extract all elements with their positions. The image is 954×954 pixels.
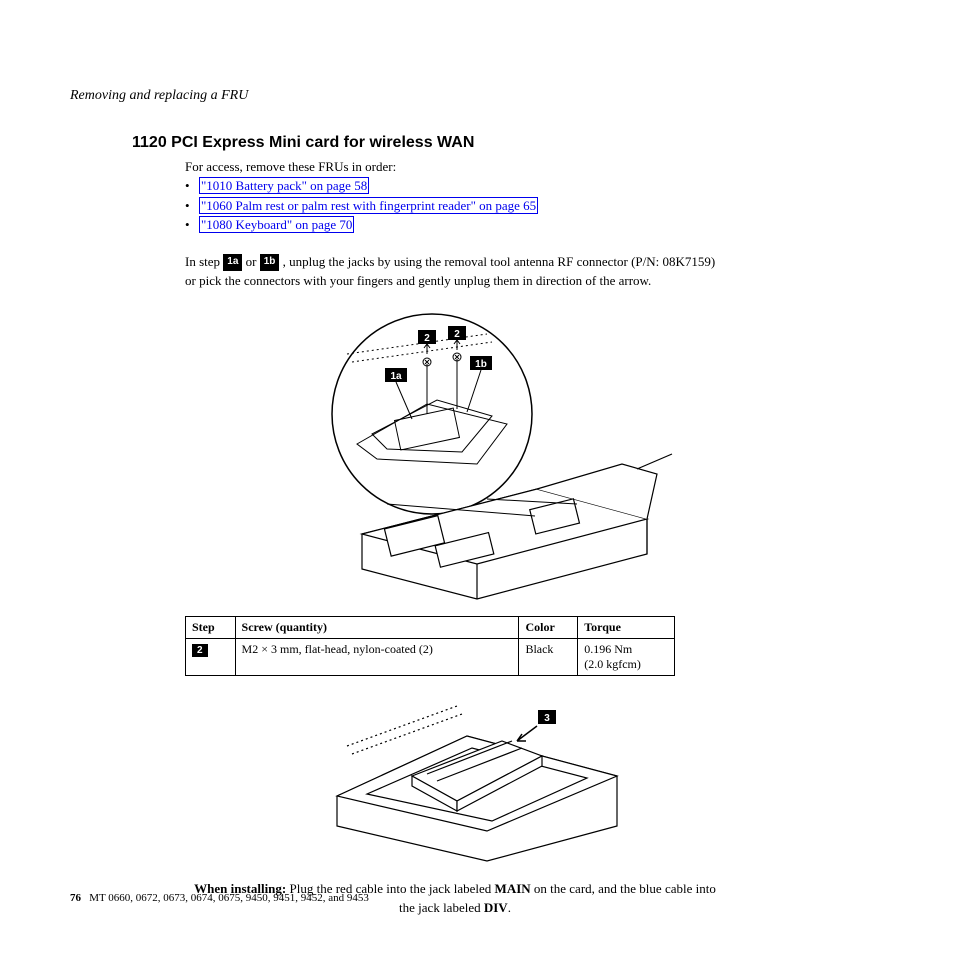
install-main: MAIN xyxy=(495,881,531,896)
section-header: Removing and replacing a FRU xyxy=(70,88,884,104)
step-prefix: In step xyxy=(185,254,223,269)
install-t3: . xyxy=(508,900,511,915)
step-mid: or xyxy=(246,254,260,269)
list-item: "1080 Keyboard" on page 70 xyxy=(185,215,884,235)
list-item: "1010 Battery pack" on page 58 xyxy=(185,176,884,196)
install-div: DIV xyxy=(484,900,508,915)
th-screw: Screw (quantity) xyxy=(235,617,519,639)
footer-text: MT 0660, 0672, 0673, 0674, 0675, 9450, 9… xyxy=(89,892,369,904)
page-title: 1120 PCI Express Mini card for wireless … xyxy=(132,134,884,152)
torque-nm: 0.196 Nm xyxy=(584,642,632,656)
td-screw: M2 × 3 mm, flat-head, nylon-coated (2) xyxy=(235,639,519,676)
list-item: "1060 Palm rest or palm rest with finger… xyxy=(185,196,884,216)
td-step: 2 xyxy=(186,639,236,676)
torque-kgfcm: (2.0 kgfcm) xyxy=(584,657,641,671)
step-callout-2: 2 xyxy=(192,644,208,657)
intro-text: For access, remove these FRUs in order: xyxy=(185,158,884,176)
diagram-label-1b: 1b xyxy=(475,359,487,370)
diagram-label-2b: 2 xyxy=(454,329,460,340)
table-header-row: Step Screw (quantity) Color Torque xyxy=(186,617,675,639)
td-torque: 0.196 Nm (2.0 kgfcm) xyxy=(578,639,675,676)
th-color: Color xyxy=(519,617,578,639)
link-battery[interactable]: "1010 Battery pack" on page 58 xyxy=(199,177,369,194)
table-row: 2 M2 × 3 mm, flat-head, nylon-coated (2)… xyxy=(186,639,675,676)
screw-table: Step Screw (quantity) Color Torque 2 M2 … xyxy=(185,616,675,676)
page-footer: 76 MT 0660, 0672, 0673, 0674, 0675, 9450… xyxy=(70,892,369,904)
diagram-card-removal: 3 xyxy=(317,686,637,866)
callout-1b: 1b xyxy=(260,254,280,271)
diagram-label-3: 3 xyxy=(544,713,550,724)
callout-1a: 1a xyxy=(223,254,242,271)
td-color: Black xyxy=(519,639,578,676)
th-step: Step xyxy=(186,617,236,639)
link-palmrest[interactable]: "1060 Palm rest or palm rest with finger… xyxy=(199,197,538,214)
page-number: 76 xyxy=(70,892,81,904)
th-torque: Torque xyxy=(578,617,675,639)
diagram-laptop-closeup: 2 2 1a 1b xyxy=(277,304,677,604)
fru-link-list: "1010 Battery pack" on page 58 "1060 Pal… xyxy=(185,176,884,235)
diagram-label-1a: 1a xyxy=(390,371,402,382)
diagram-label-2a: 2 xyxy=(424,333,430,344)
step-paragraph: In step 1a or 1b , unplug the jacks by u… xyxy=(185,253,725,291)
link-keyboard[interactable]: "1080 Keyboard" on page 70 xyxy=(199,216,354,233)
